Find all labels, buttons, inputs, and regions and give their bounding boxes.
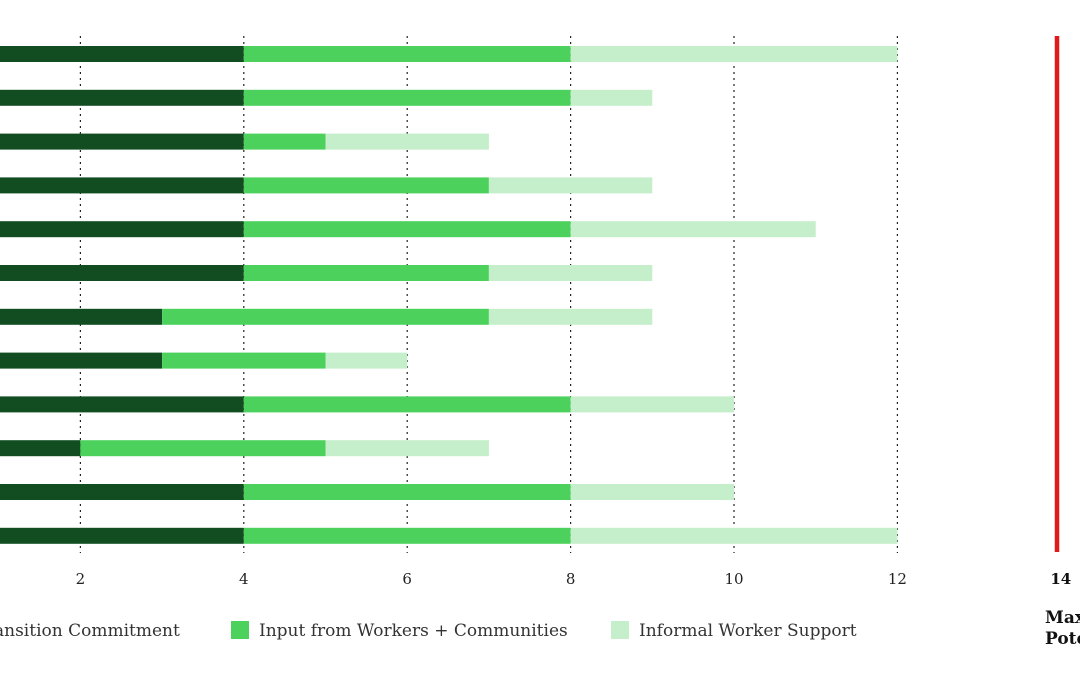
bar-row-11	[0, 484, 734, 500]
x-tick-label-4: 4	[239, 570, 249, 588]
legend-label-2: Input from Workers + Communities	[259, 621, 568, 641]
x-tick-label-2: 2	[76, 570, 86, 588]
bar-segment-series-2-row-11	[243, 484, 571, 500]
bar-segment-series-1-row-10	[0, 440, 81, 457]
bar-row-8	[0, 352, 408, 369]
bar-segment-series-2-row-9	[243, 396, 571, 413]
legend-item-1: ansition Commitment	[0, 621, 180, 641]
legend: ansition Commitment Input from Workers + …	[0, 621, 857, 641]
bar-row-9	[0, 396, 734, 413]
bar-segment-series-2-row-5	[243, 221, 571, 238]
gridlines	[79, 36, 899, 553]
x-tick-label-10: 10	[724, 570, 743, 588]
x-tick-label-6: 6	[402, 570, 412, 588]
x-tick-label-14: 14	[1050, 570, 1071, 588]
bar-row-12	[0, 527, 898, 544]
legend-item-3: Informal Worker Support	[611, 621, 857, 641]
bar-segment-series-2-row-12	[243, 527, 571, 544]
x-tick-label-8: 8	[566, 570, 576, 588]
bar-row-2	[0, 89, 653, 106]
legend-label-1: ansition Commitment	[0, 621, 180, 641]
bar-segment-series-3-row-12	[570, 527, 898, 544]
bars	[0, 46, 898, 544]
bar-segment-series-3-row-7	[488, 308, 653, 325]
bar-segment-series-1-row-5	[0, 221, 244, 238]
bar-row-5	[0, 221, 816, 238]
bar-row-3	[0, 133, 489, 150]
bar-row-6	[0, 265, 653, 281]
bar-segment-series-2-row-7	[162, 308, 489, 325]
bar-segment-series-2-row-8	[162, 352, 326, 369]
bar-segment-series-1-row-12	[0, 527, 244, 544]
bar-segment-series-2-row-1	[243, 46, 571, 62]
legend-swatch-3	[611, 621, 629, 639]
bar-segment-series-3-row-4	[488, 177, 653, 194]
bar-segment-series-3-row-9	[570, 396, 734, 413]
bar-segment-series-1-row-9	[0, 396, 244, 413]
bar-segment-series-3-row-8	[325, 352, 408, 369]
bar-segment-series-1-row-3	[0, 133, 244, 150]
bar-segment-series-3-row-2	[570, 89, 653, 106]
bar-segment-series-1-row-6	[0, 265, 244, 281]
x-axis-ticks: 2 4 6 8 10 12 14	[76, 570, 1072, 588]
bar-segment-series-1-row-8	[0, 352, 163, 369]
bar-segment-series-2-row-2	[243, 89, 571, 106]
bar-segment-series-3-row-6	[488, 265, 653, 281]
max-potential-label-line-2: Pote	[1045, 629, 1080, 649]
bar-segment-series-3-row-11	[570, 484, 734, 500]
legend-swatch-2	[231, 621, 249, 639]
bar-segment-series-1-row-4	[0, 177, 244, 194]
bar-segment-series-2-row-3	[243, 133, 326, 150]
bar-segment-series-1-row-7	[0, 308, 163, 325]
bar-segment-series-2-row-4	[243, 177, 489, 194]
bar-row-10	[0, 440, 489, 457]
legend-label-3: Informal Worker Support	[639, 621, 857, 641]
bar-segment-series-1-row-2	[0, 89, 244, 106]
max-potential-label-line-1: Max	[1045, 608, 1080, 628]
bar-row-1	[0, 46, 898, 62]
bar-row-7	[0, 308, 653, 325]
bar-segment-series-3-row-1	[570, 46, 898, 62]
bar-row-4	[0, 177, 653, 194]
max-potential-marker: MaxPote	[1045, 36, 1080, 649]
bar-segment-series-3-row-10	[325, 440, 489, 457]
x-tick-label-12: 12	[888, 570, 907, 588]
bar-segment-series-3-row-3	[325, 133, 489, 150]
bar-segment-series-1-row-1	[0, 46, 244, 62]
bar-segment-series-2-row-6	[243, 265, 489, 281]
bar-segment-series-3-row-5	[570, 221, 816, 238]
bar-segment-series-2-row-10	[80, 440, 326, 457]
bar-segment-series-1-row-11	[0, 484, 244, 500]
legend-item-2: Input from Workers + Communities	[231, 621, 568, 641]
